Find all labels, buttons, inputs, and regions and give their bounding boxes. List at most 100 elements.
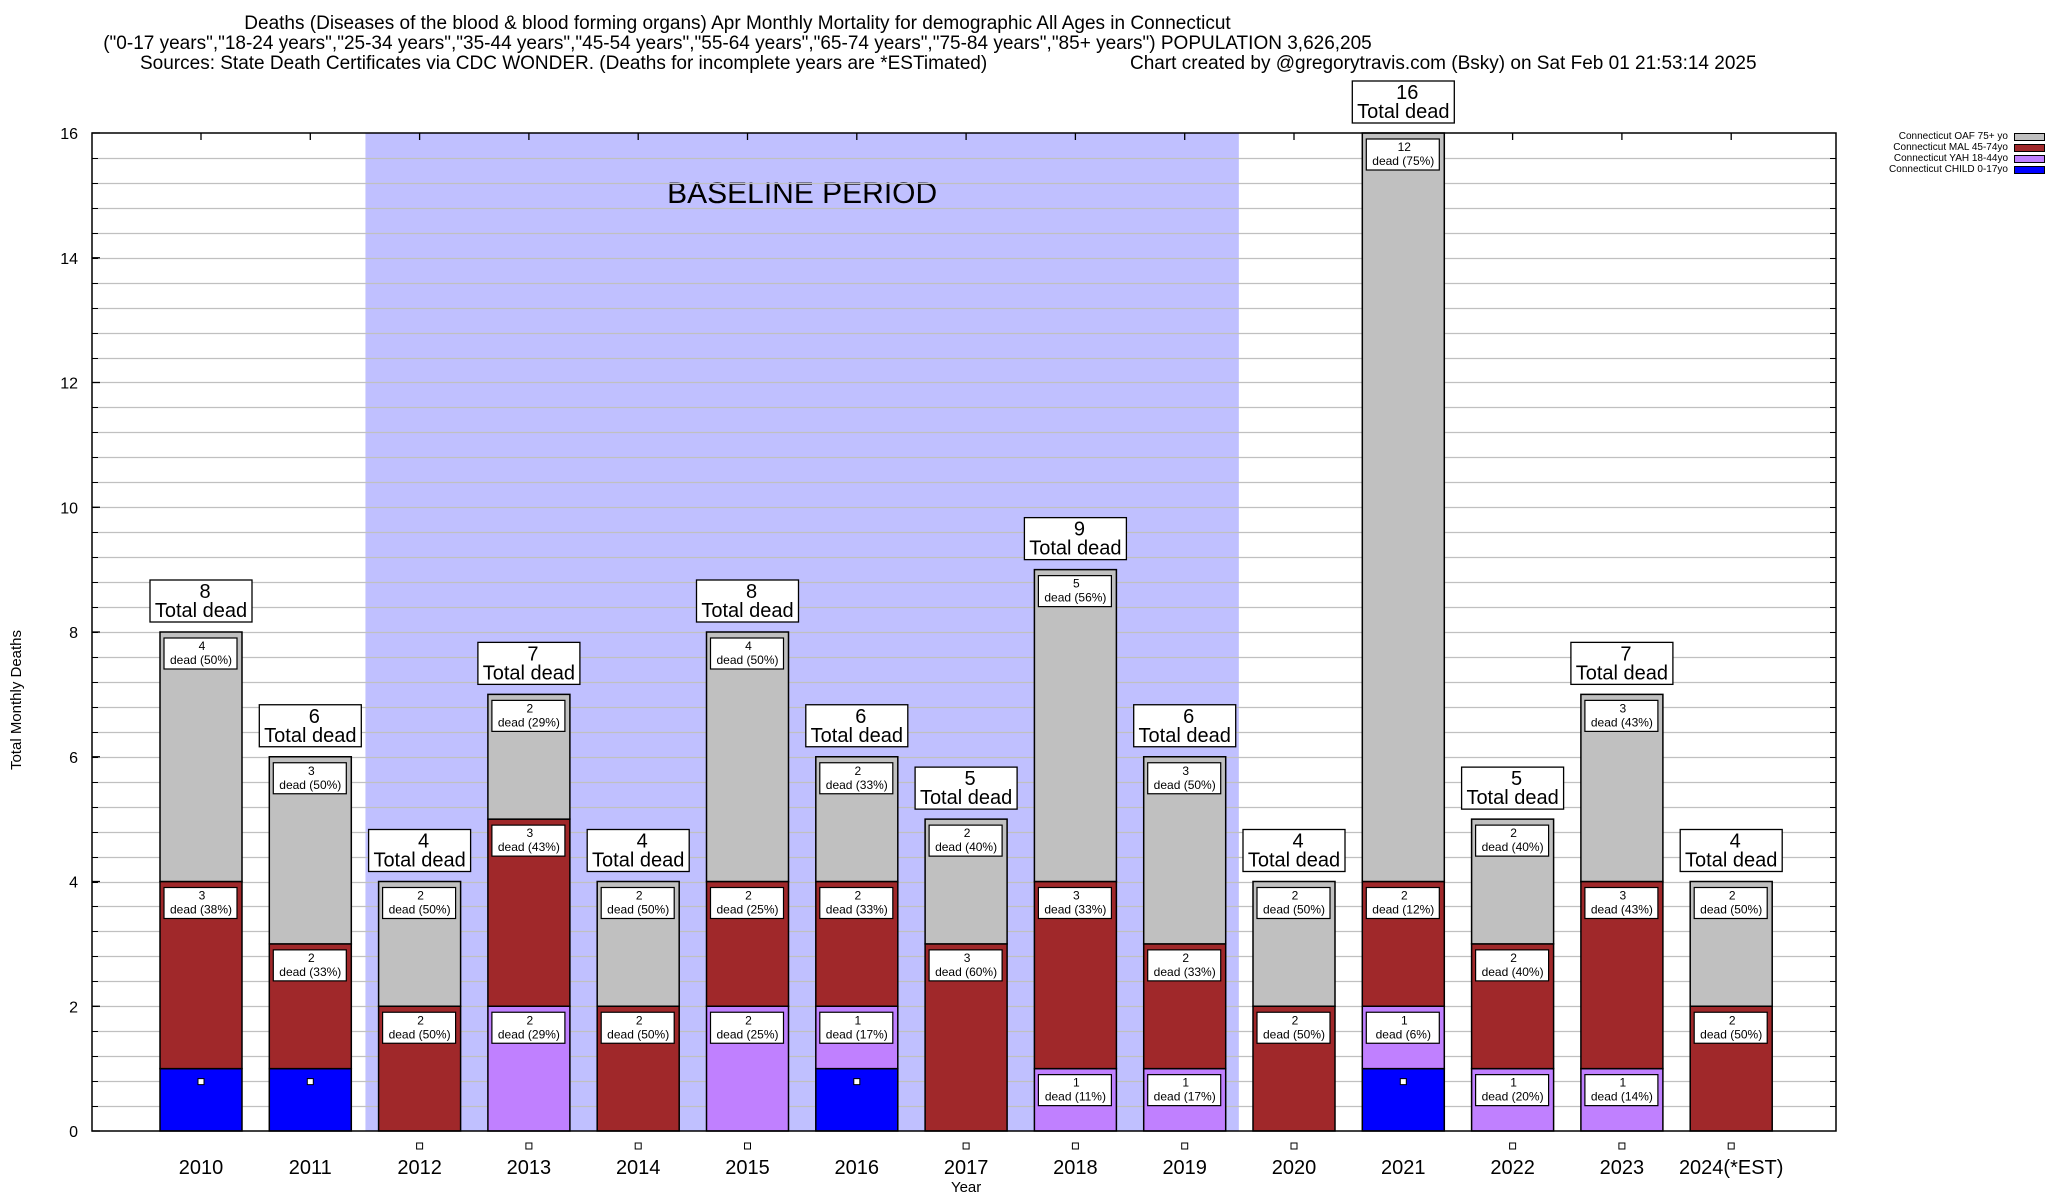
total-label-box bbox=[1023, 516, 1128, 561]
total-label-text: Total dead bbox=[1139, 725, 1231, 747]
segment-label-box bbox=[1474, 824, 1550, 857]
segment-label-pct: dead (33%) bbox=[826, 778, 888, 792]
segment-label-box bbox=[1256, 1011, 1331, 1044]
x-marker bbox=[1071, 1142, 1079, 1150]
x-tick-label: 2010 bbox=[179, 1157, 224, 1179]
segment-label-box bbox=[928, 949, 1003, 982]
x-marker bbox=[1181, 1142, 1189, 1150]
total-label-box bbox=[1570, 641, 1674, 686]
bar-segment bbox=[159, 631, 243, 883]
segment-label-box bbox=[819, 1011, 894, 1044]
legend-label: Connecticut CHILD 0-17yo bbox=[1889, 164, 2008, 175]
segment-marker bbox=[1399, 1078, 1407, 1086]
legend-swatch bbox=[2014, 132, 2045, 141]
segment-label-box bbox=[1693, 1011, 1768, 1044]
total-label-text: Total dead bbox=[1029, 538, 1121, 560]
segment-label-pct: dead (50%) bbox=[1154, 778, 1216, 792]
segment-label-pct: dead (29%) bbox=[498, 715, 560, 729]
segment-label-pct: dead (25%) bbox=[716, 1027, 778, 1041]
segment-label-pct: dead (14%) bbox=[1591, 1090, 1653, 1104]
total-label-text: Total dead bbox=[1576, 662, 1668, 684]
bar-segment bbox=[268, 1067, 353, 1132]
total-label-text: Total dead bbox=[373, 850, 465, 872]
x-tick-label: 2019 bbox=[1162, 1157, 1207, 1179]
segment-label-box bbox=[1256, 886, 1331, 920]
segment-label-count: 2 bbox=[527, 1013, 534, 1027]
chart-credit: Chart created by @gregorytravis.com (Bsk… bbox=[1130, 53, 1757, 74]
segment-label-pct: dead (50%) bbox=[607, 903, 669, 917]
x-tick-label: 2012 bbox=[397, 1157, 442, 1179]
total-label-box bbox=[1133, 704, 1237, 748]
y-tick-label: 16 bbox=[60, 126, 78, 143]
total-label-box bbox=[586, 828, 690, 873]
total-label-count: 16 bbox=[1396, 82, 1418, 104]
segment-label-box bbox=[491, 1011, 566, 1044]
legend-item: Connecticut YAH 18-44yo bbox=[1860, 153, 2045, 164]
segment-label-count: 1 bbox=[1401, 1013, 1408, 1027]
segment-label-count: 2 bbox=[854, 764, 861, 778]
x-tick-label: 2011 bbox=[289, 1157, 332, 1179]
total-label-count: 4 bbox=[637, 831, 648, 853]
segment-label-pct: dead (17%) bbox=[1154, 1090, 1216, 1104]
total-label-box bbox=[149, 579, 253, 623]
segment-label-box bbox=[1037, 575, 1113, 608]
x-marker bbox=[744, 1142, 751, 1150]
bar-segment bbox=[1033, 568, 1118, 883]
y-tick-label: 8 bbox=[69, 625, 78, 642]
segment-label-count: 2 bbox=[1510, 951, 1517, 965]
legend-label: Connecticut OAF 75+ yo bbox=[1898, 131, 2008, 142]
segment-label-box bbox=[382, 886, 457, 920]
x-marker bbox=[634, 1142, 642, 1150]
total-label-count: 8 bbox=[746, 581, 757, 603]
segment-label-count: 1 bbox=[1620, 1076, 1627, 1090]
x-tick-label: 2024(*EST) bbox=[1679, 1157, 1784, 1179]
segment-label-count: 2 bbox=[1292, 889, 1299, 903]
bar-segment bbox=[1361, 132, 1446, 883]
total-label-text: Total dead bbox=[811, 725, 903, 747]
segment-label-count: 2 bbox=[1292, 1013, 1299, 1027]
segment-label-box bbox=[1037, 886, 1113, 920]
legend-swatch bbox=[2014, 165, 2045, 174]
total-label-text: Total dead bbox=[1466, 787, 1558, 809]
segment-label-pct: dead (12%) bbox=[1372, 903, 1434, 917]
total-label-count: 4 bbox=[1730, 831, 1741, 853]
bar-segment bbox=[815, 1067, 899, 1132]
segment-label-pct: dead (25%) bbox=[716, 903, 778, 917]
segment-label-pct: dead (6%) bbox=[1376, 1027, 1431, 1041]
segment-label-pct: dead (43%) bbox=[498, 840, 560, 854]
segment-marker bbox=[306, 1078, 314, 1086]
segment-label-count: 5 bbox=[1073, 577, 1080, 591]
x-marker bbox=[1727, 1142, 1735, 1150]
x-marker bbox=[525, 1142, 533, 1150]
segment-label-pct: dead (50%) bbox=[607, 1027, 669, 1041]
segment-label-box bbox=[819, 762, 894, 795]
segment-label-count: 3 bbox=[1620, 889, 1627, 903]
segment-label-box bbox=[1037, 1074, 1113, 1107]
segment-label-count: 2 bbox=[417, 1013, 424, 1027]
segment-label-pct: dead (50%) bbox=[1700, 903, 1762, 917]
segment-marker bbox=[197, 1078, 205, 1086]
segment-label-count: 2 bbox=[417, 889, 424, 903]
plot-frame bbox=[91, 132, 1837, 1132]
total-label-box bbox=[258, 704, 362, 748]
x-tick-label: 2021 bbox=[1381, 1157, 1426, 1179]
x-tick-label: 2016 bbox=[835, 1157, 880, 1179]
segment-label-pct: dead (33%) bbox=[279, 965, 341, 979]
segment-label-pct: dead (43%) bbox=[1591, 903, 1653, 917]
segment-label-count: 1 bbox=[854, 1013, 861, 1027]
legend-item: Connecticut CHILD 0-17yo bbox=[1860, 164, 2045, 175]
segment-label-count: 2 bbox=[964, 826, 971, 840]
total-label-text: Total dead bbox=[155, 600, 247, 622]
segment-label-count: 1 bbox=[1510, 1076, 1517, 1090]
x-marker bbox=[1618, 1142, 1626, 1150]
segment-label-pct: dead (50%) bbox=[1263, 1027, 1325, 1041]
segment-label-count: 4 bbox=[199, 639, 206, 653]
total-label-text: Total dead bbox=[592, 850, 684, 872]
x-marker bbox=[1290, 1142, 1298, 1150]
segment-label-box bbox=[272, 949, 347, 982]
total-label-box bbox=[367, 828, 472, 873]
legend-item: Connecticut OAF 75+ yo bbox=[1860, 131, 2045, 142]
total-label-text: Total dead bbox=[1685, 850, 1777, 872]
total-label-count: 8 bbox=[199, 581, 210, 603]
x-marker bbox=[962, 1142, 970, 1150]
